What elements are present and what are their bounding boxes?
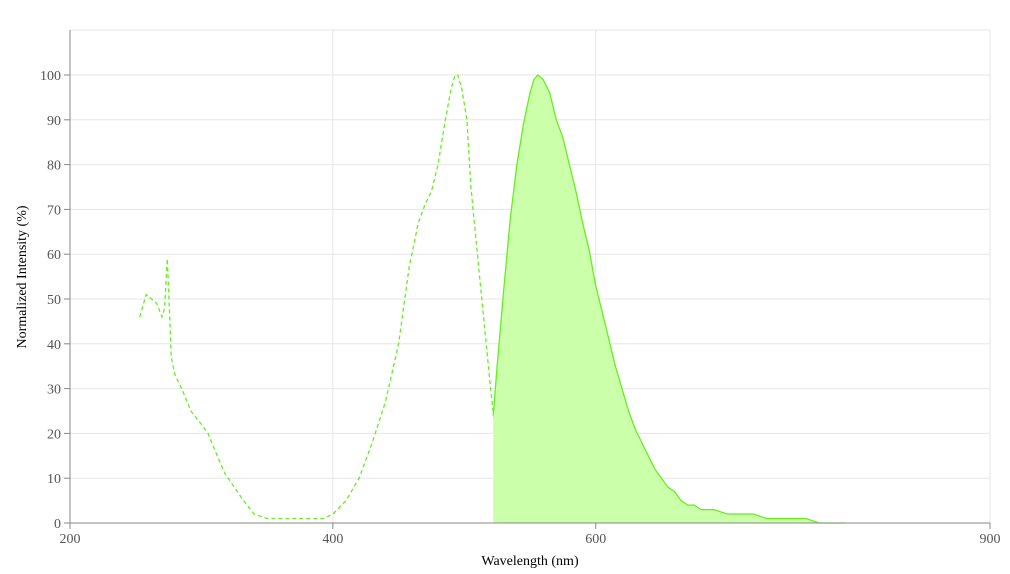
- emission-area: [493, 75, 846, 523]
- y-axis-title: Normalized Intensity (%): [15, 205, 30, 348]
- y-tick-label: 20: [47, 427, 61, 442]
- y-tick-label: 30: [47, 383, 61, 398]
- x-tick-label: 200: [60, 532, 81, 547]
- x-tick-label: 400: [322, 532, 343, 547]
- x-axis-title: Wavelength (nm): [481, 554, 579, 569]
- y-tick-label: 90: [47, 114, 61, 129]
- y-tick-label: 0: [54, 517, 61, 532]
- tick-labels: 0 10 20 30 40 50 60 70 80 90 100 200 400 600 900: [40, 69, 1001, 547]
- excitation-line: [139, 74, 505, 520]
- emission-line: [492, 74, 846, 524]
- x-tick-label: 600: [585, 532, 606, 547]
- y-tick-label: 100: [40, 69, 61, 84]
- y-tick-label: 80: [47, 159, 61, 174]
- y-tick-label: 10: [47, 472, 61, 487]
- axes: [64, 30, 991, 529]
- y-tick-label: 60: [47, 248, 61, 263]
- y-tick-label: 50: [47, 293, 61, 308]
- x-tick-label: 900: [980, 532, 1001, 547]
- y-tick-label: 70: [47, 203, 61, 218]
- spectra: [139, 74, 846, 524]
- y-tick-label: 40: [47, 338, 61, 353]
